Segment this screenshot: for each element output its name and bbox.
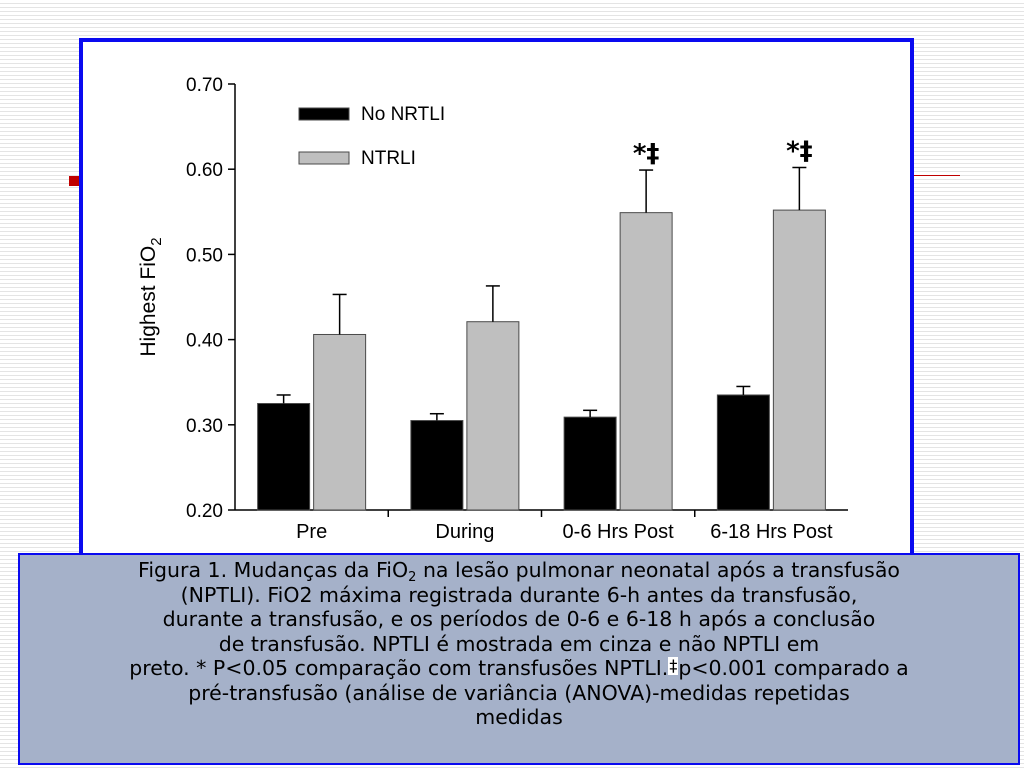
- double-dagger-mark: ‡: [668, 656, 679, 675]
- x-tick-label: During: [435, 521, 494, 543]
- figure-caption: Figura 1. Mudanças da FiO2 na lesão pulm…: [22, 558, 1016, 730]
- y-tick-label: 0.20: [186, 501, 223, 522]
- y-tick-label: 0.50: [186, 245, 223, 266]
- bar: [772, 209, 826, 511]
- legend-swatch: [298, 107, 350, 121]
- chart-frame: 0.70 0.60 0.50 0.40 0.30 0.20 Highest FiO2 Pre D…: [79, 38, 914, 560]
- bar: [563, 416, 617, 511]
- significance-annotation: *‡: [786, 136, 813, 166]
- legend-label: NTRLI: [361, 148, 416, 169]
- bar: [619, 212, 673, 511]
- caption-line5-start: preto. * P<0.05 comparação com transfusõ…: [129, 656, 669, 680]
- x-tick-label: 6-18 Hrs Post: [710, 521, 833, 543]
- significance-annotation: *‡: [633, 139, 660, 169]
- x-tick-label: Pre: [296, 521, 327, 543]
- caption-line3: durante a transfusão, e os períodos de 0…: [162, 607, 876, 631]
- caption-line2: (NPTLI). FiO2 máxima registrada durante …: [180, 582, 858, 607]
- legend-label: No NRTLI: [361, 104, 445, 125]
- caption-line1-start: Figura 1. Mudanças da FiO: [138, 558, 409, 582]
- bar: [716, 394, 770, 511]
- x-tick-label: 0-6 Hrs Post: [563, 521, 675, 543]
- caption-line5-end: p<0.001 comparado a: [678, 656, 909, 680]
- y-tick-label: 0.30: [186, 416, 223, 437]
- legend-swatch: [298, 151, 350, 165]
- caption-line7: medidas: [475, 705, 563, 729]
- caption-line4: de transfusão. NPTLI é mostrada em cinza…: [218, 631, 820, 656]
- bar: [410, 420, 464, 511]
- y-tick-label: 0.70: [186, 75, 223, 96]
- bar: [313, 333, 367, 511]
- caption-line1-end: na lesão pulmonar neonatal após a transf…: [416, 558, 900, 582]
- y-tick-label: 0.60: [186, 160, 223, 181]
- caption-line6: pré-transfusão (análise de variância (AN…: [188, 680, 850, 705]
- bullet-square: [69, 176, 79, 186]
- bar: [257, 403, 311, 511]
- decorative-red-line: [910, 175, 960, 176]
- bar: [466, 321, 520, 511]
- caption-subscript: 2: [408, 570, 417, 585]
- y-axis-label: Highest FiO2: [137, 237, 165, 356]
- y-axis-label-subscript: 2: [148, 237, 165, 245]
- bar-chart: 0.70 0.60 0.50 0.40 0.30 0.20 Highest FiO2 Pre D…: [137, 75, 848, 543]
- caption-box: Figura 1. Mudanças da FiO2 na lesão pulm…: [18, 553, 1020, 765]
- y-tick-label: 0.40: [186, 331, 223, 352]
